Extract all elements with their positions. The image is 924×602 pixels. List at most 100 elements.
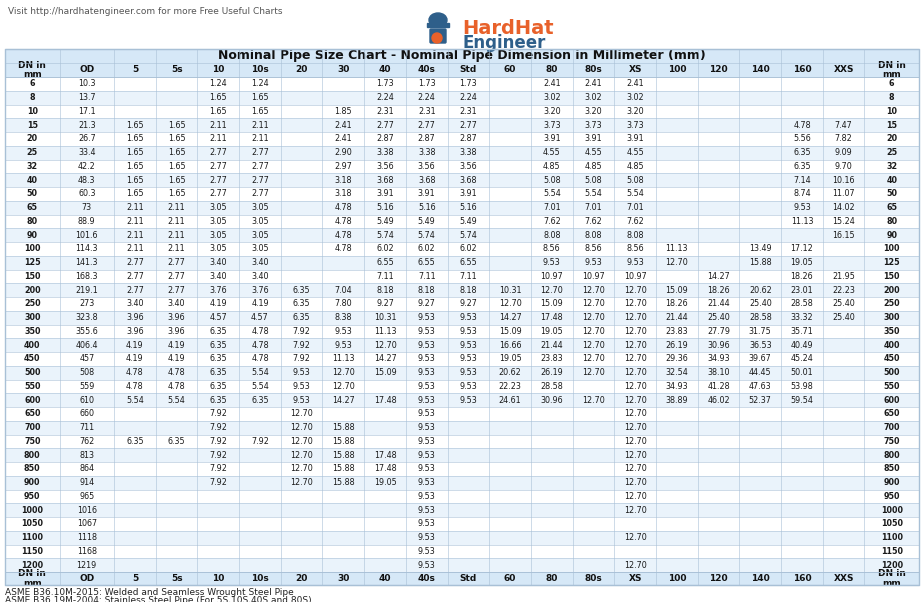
Text: 1.73: 1.73 [459,79,477,88]
Text: 3.68: 3.68 [418,176,435,185]
Text: 19.05: 19.05 [499,355,521,364]
Text: 32: 32 [27,162,38,171]
Text: 9.53: 9.53 [626,258,644,267]
Text: 12.70: 12.70 [624,341,647,350]
Text: 5.54: 5.54 [585,190,602,199]
Text: 20: 20 [296,574,308,583]
Text: 550: 550 [24,382,41,391]
Text: Std: Std [460,66,477,75]
Text: 80: 80 [27,217,38,226]
Text: 8.56: 8.56 [585,244,602,253]
Text: 100: 100 [668,66,687,75]
Bar [5,558,919,572]
Text: 3.40: 3.40 [251,258,269,267]
Text: 125: 125 [24,258,41,267]
Text: 18.26: 18.26 [707,285,730,294]
Text: 3.56: 3.56 [459,162,477,171]
Text: 22.23: 22.23 [833,285,855,294]
Text: OD: OD [79,66,94,75]
Text: 1.24: 1.24 [210,79,227,88]
Text: 19.05: 19.05 [541,327,563,336]
Text: 350: 350 [24,327,41,336]
Text: 3.05: 3.05 [251,231,269,240]
Text: 14.27: 14.27 [707,272,730,281]
Text: 2.77: 2.77 [167,272,186,281]
Text: 2.24: 2.24 [418,93,435,102]
Text: 21.3: 21.3 [78,120,95,129]
Text: 9.53: 9.53 [293,396,310,405]
Text: 13.7: 13.7 [78,93,95,102]
Text: 12.70: 12.70 [290,464,313,473]
Text: 7.92: 7.92 [293,341,310,350]
Text: 1.65: 1.65 [168,176,186,185]
Text: 8.08: 8.08 [543,231,561,240]
Text: 1.65: 1.65 [126,134,144,143]
Text: 2.24: 2.24 [376,93,394,102]
Text: 1.65: 1.65 [168,148,186,157]
Text: 29.36: 29.36 [665,355,688,364]
Text: 23.01: 23.01 [791,285,813,294]
Text: 3.02: 3.02 [626,93,644,102]
Text: 9.53: 9.53 [418,355,435,364]
Text: 18.26: 18.26 [665,299,688,308]
Text: 40: 40 [27,176,38,185]
Text: 6.35: 6.35 [293,313,310,322]
Text: 25.40: 25.40 [833,313,855,322]
Text: 700: 700 [24,423,41,432]
Text: 3.56: 3.56 [418,162,435,171]
Text: 4.57: 4.57 [251,313,269,322]
Text: 6.02: 6.02 [376,244,394,253]
Text: 20.62: 20.62 [499,368,521,377]
Text: 9.53: 9.53 [418,368,435,377]
Text: 1.85: 1.85 [334,107,352,116]
Bar [5,435,919,448]
Text: 5.16: 5.16 [418,203,435,212]
Text: 250: 250 [24,299,41,308]
Bar [5,297,919,311]
Text: 1150: 1150 [881,547,903,556]
Text: 16.15: 16.15 [833,231,855,240]
Text: 23.83: 23.83 [541,355,563,364]
Text: 15.09: 15.09 [499,327,521,336]
FancyBboxPatch shape [430,29,446,43]
Text: 2.77: 2.77 [126,258,144,267]
Text: 5s: 5s [171,66,182,75]
Text: 12.70: 12.70 [624,451,647,459]
Text: 14.27: 14.27 [373,355,396,364]
Text: 4.19: 4.19 [126,341,144,350]
Bar [5,476,919,489]
Text: 3.02: 3.02 [543,93,561,102]
Text: 28.58: 28.58 [748,313,772,322]
Text: 9.53: 9.53 [418,451,435,459]
Text: 7.62: 7.62 [626,217,644,226]
Text: 8.08: 8.08 [626,231,644,240]
Text: 15.88: 15.88 [332,464,355,473]
Text: 25: 25 [886,148,897,157]
Text: Engineer: Engineer [462,34,545,52]
Text: 2.77: 2.77 [126,285,144,294]
Text: 30: 30 [337,574,349,583]
Text: 3.20: 3.20 [626,107,644,116]
Text: 80s: 80s [585,574,602,583]
Text: 6: 6 [30,79,35,88]
Text: XS: XS [628,66,642,75]
Text: 19.05: 19.05 [373,478,396,487]
Text: 2.41: 2.41 [585,79,602,88]
Text: 100: 100 [668,574,687,583]
Text: 12.70: 12.70 [624,396,647,405]
Text: 20: 20 [886,134,897,143]
Text: 52.37: 52.37 [748,396,772,405]
Bar [5,366,919,379]
Text: 12.70: 12.70 [582,341,605,350]
Text: 1.65: 1.65 [126,148,144,157]
Text: 9.53: 9.53 [293,382,310,391]
Text: 17.48: 17.48 [373,464,396,473]
Text: 2.31: 2.31 [459,107,477,116]
Text: 10s: 10s [251,66,269,75]
Text: 3.38: 3.38 [459,148,477,157]
Text: 40s: 40s [418,66,435,75]
Bar [5,200,919,214]
Text: 9.53: 9.53 [418,396,435,405]
Text: 1.65: 1.65 [126,162,144,171]
Text: 600: 600 [24,396,41,405]
